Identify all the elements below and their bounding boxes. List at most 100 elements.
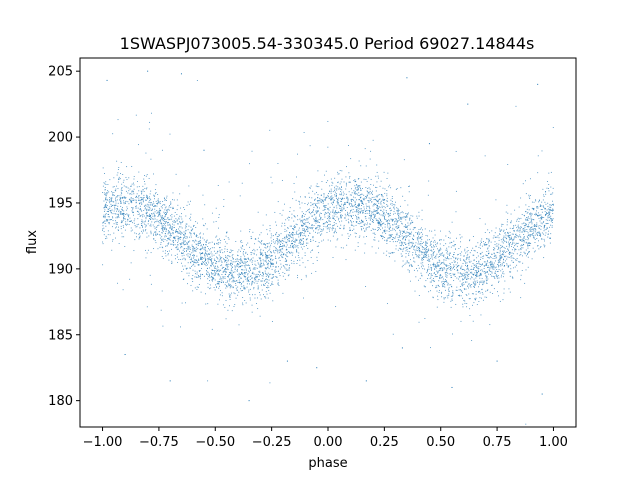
data-point [377, 212, 379, 214]
data-point [372, 232, 374, 234]
data-point [272, 259, 274, 261]
data-point [272, 262, 274, 264]
data-point [215, 207, 217, 209]
data-point [143, 191, 145, 192]
data-point [509, 271, 511, 273]
data-point [401, 235, 403, 237]
data-point [203, 239, 205, 241]
data-point [158, 208, 160, 210]
data-point [477, 255, 479, 257]
data-point [254, 279, 256, 281]
data-point [523, 239, 524, 241]
data-point [184, 258, 186, 260]
data-point [476, 276, 478, 277]
data-point [164, 207, 166, 209]
data-point [312, 190, 314, 192]
data-point [365, 216, 367, 218]
data-point [243, 249, 245, 251]
data-point [166, 197, 168, 199]
data-point [215, 220, 217, 222]
data-point [464, 289, 466, 291]
data-point [293, 246, 295, 248]
data-point [192, 248, 194, 250]
data-point [244, 272, 246, 274]
data-point [244, 261, 246, 263]
data-point [193, 262, 195, 264]
data-point [442, 267, 444, 269]
data-point [298, 242, 300, 244]
data-point [305, 239, 307, 241]
data-point [185, 248, 187, 250]
data-point [466, 274, 468, 276]
data-point [509, 275, 511, 277]
data-point [265, 267, 267, 269]
data-point [447, 268, 449, 270]
data-point [249, 268, 251, 270]
data-point [124, 197, 126, 199]
data-point [193, 264, 195, 266]
data-point [477, 263, 479, 265]
data-point [358, 178, 360, 179]
data-point [339, 194, 341, 196]
data-point [154, 218, 156, 220]
data-point [206, 250, 208, 252]
data-point [469, 308, 471, 310]
data-point [201, 261, 203, 263]
data-point [357, 222, 359, 224]
data-point [510, 268, 512, 270]
data-point [232, 287, 234, 289]
data-point [530, 220, 532, 222]
data-point [431, 240, 432, 242]
data-point [488, 245, 490, 247]
data-point [357, 204, 359, 206]
data-point [258, 279, 260, 280]
data-point [431, 246, 433, 248]
data-point [345, 219, 347, 221]
data-point [202, 224, 204, 226]
data-point [478, 246, 480, 248]
data-point [138, 203, 140, 205]
data-point [161, 239, 163, 241]
data-point [468, 283, 470, 285]
data-point [354, 188, 356, 190]
data-point [432, 297, 434, 299]
data-point [172, 239, 174, 241]
data-point [187, 255, 189, 257]
data-point [163, 217, 165, 219]
data-point [377, 209, 379, 211]
data-point [528, 242, 530, 244]
data-point [311, 215, 313, 217]
data-point [325, 226, 327, 228]
data-point [434, 256, 436, 258]
data-point [226, 281, 228, 283]
data-point [209, 249, 211, 251]
data-point [497, 259, 499, 261]
data-point [196, 259, 198, 261]
data-point [380, 229, 382, 231]
data-point [184, 235, 186, 237]
data-point [518, 221, 520, 223]
data-point [291, 246, 293, 248]
data-point [523, 237, 525, 238]
data-point [329, 206, 331, 208]
data-point [407, 269, 409, 271]
data-point [277, 239, 279, 241]
data-point [434, 239, 436, 241]
data-point [535, 233, 537, 235]
data-point [468, 256, 470, 258]
data-point [409, 223, 411, 225]
data-point [478, 271, 480, 273]
data-point [259, 241, 261, 243]
data-point [447, 272, 448, 274]
data-point [370, 215, 372, 217]
data-point [214, 274, 216, 276]
data-point [134, 218, 136, 220]
data-point [397, 213, 399, 214]
data-point [225, 235, 227, 237]
data-point [355, 221, 357, 223]
data-point [277, 249, 279, 251]
data-point [391, 202, 393, 204]
data-point [163, 240, 165, 242]
data-point [209, 256, 211, 258]
data-point [492, 267, 494, 268]
